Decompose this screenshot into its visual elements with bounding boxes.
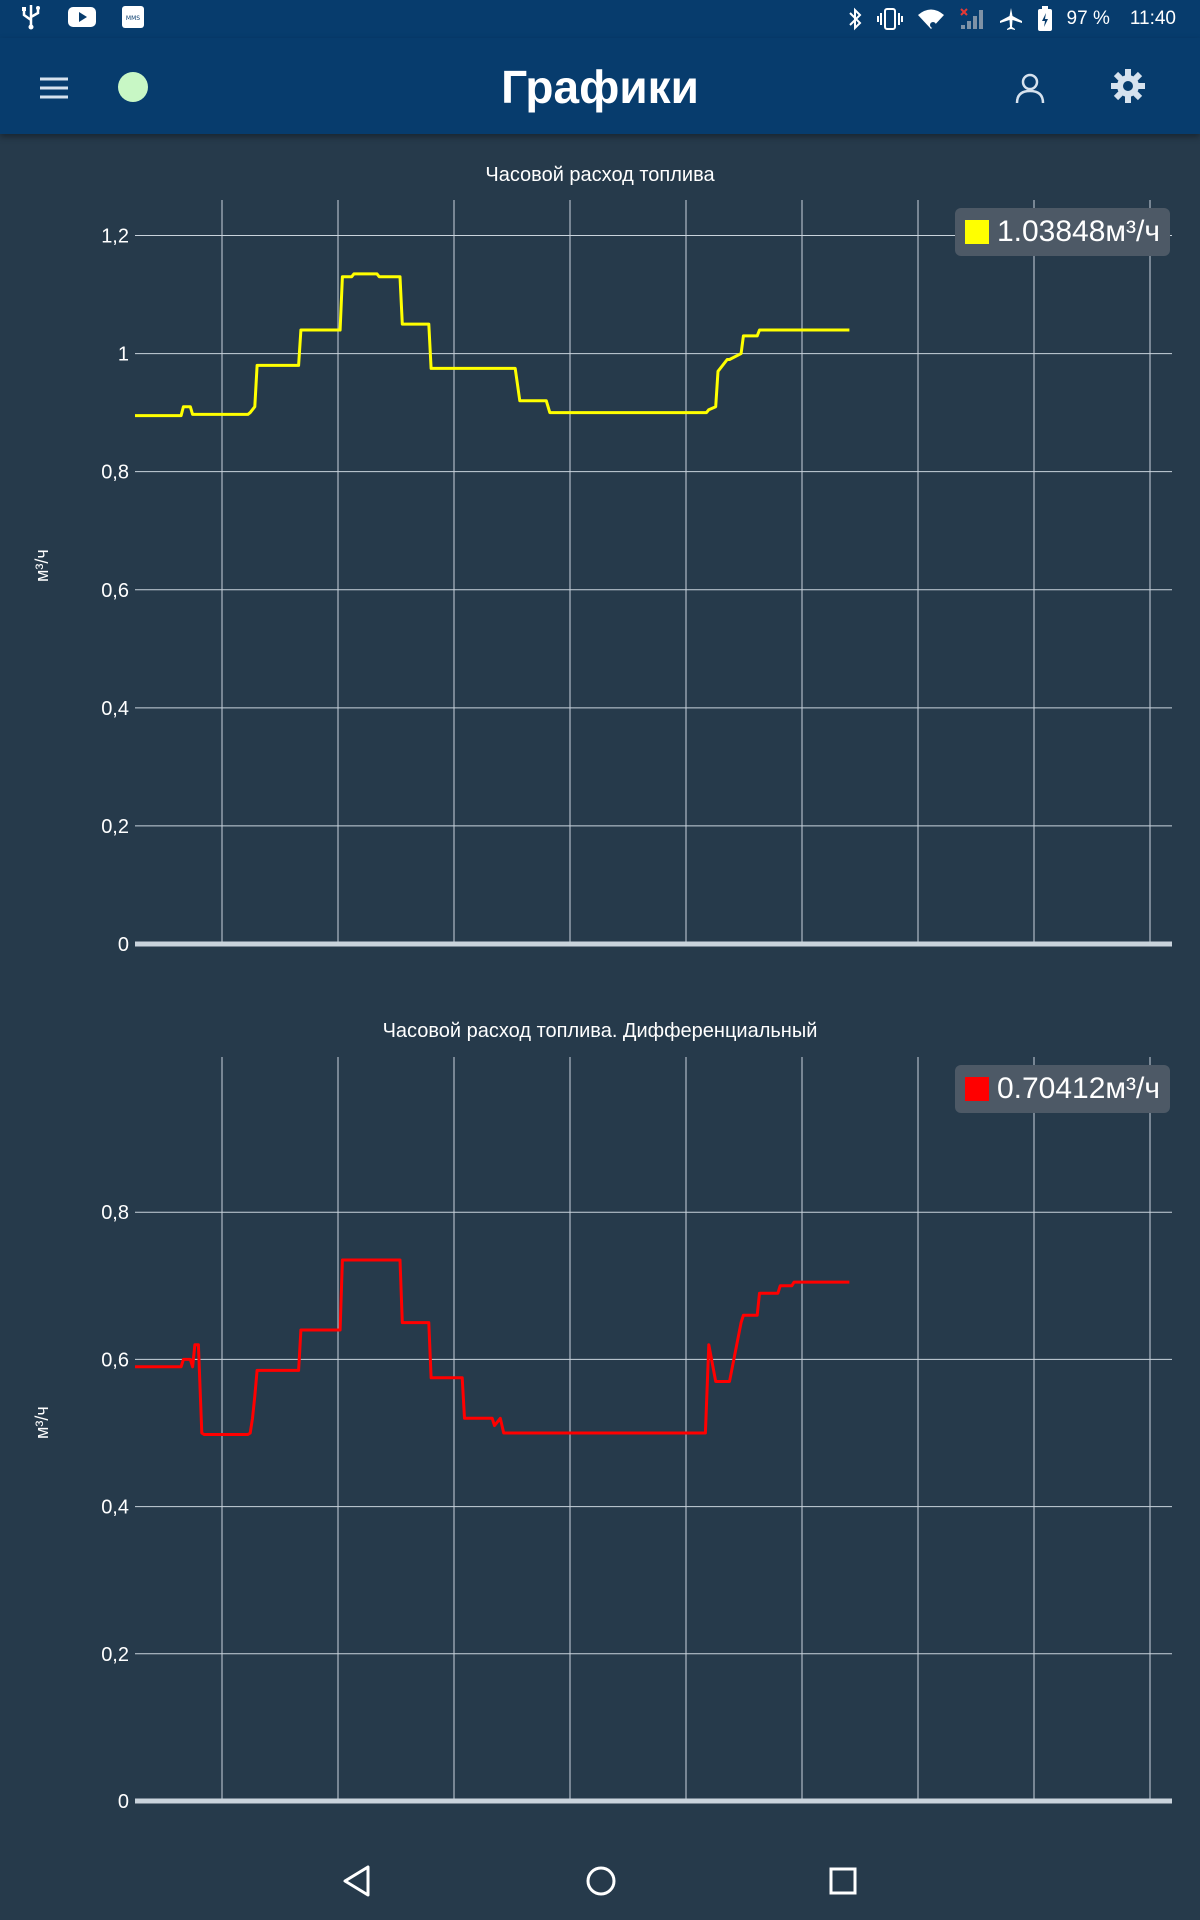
signal-icon [959, 8, 983, 29]
legend-swatch [964, 1077, 989, 1101]
svg-text:MMS: MMS [126, 15, 140, 22]
chart-legend: 0.70412м³/ч [954, 1065, 1170, 1113]
series-line [135, 1258, 850, 1436]
home-button[interactable] [576, 1856, 626, 1906]
recents-icon [829, 1867, 857, 1895]
chart-legend: 1.03848м³/ч [954, 208, 1170, 256]
y-tick-label: 0,8 [101, 462, 129, 484]
chart-title: Часовой расход топлива. Дифференциальный [382, 1020, 818, 1042]
usb-icon [22, 5, 40, 30]
page-title: Графики [501, 61, 699, 113]
status-bar: MMS 97 % 11:40 [0, 0, 1200, 38]
y-tick-label: 0,6 [101, 1349, 129, 1371]
bluetooth-icon [848, 7, 861, 31]
legend-value: 0.70412м³/ч [996, 1072, 1160, 1105]
y-tick-label: 1 [118, 344, 129, 366]
differential-fuel-consumption-chart: Часовой расход топлива. Дифференциальный… [0, 1007, 1200, 1817]
y-axis-label: м³/ч [32, 1406, 52, 1439]
back-button[interactable] [333, 1856, 383, 1906]
user-icon [1015, 73, 1045, 104]
battery-percent: 97 % [1066, 8, 1110, 29]
status-left-icons: MMS [20, 4, 144, 30]
y-tick-label: 0,2 [101, 816, 129, 838]
mms-icon: MMS [122, 6, 144, 28]
recents-button[interactable] [818, 1856, 868, 1906]
wifi-icon [917, 9, 944, 29]
clock: 11:40 [1129, 8, 1176, 29]
home-icon [586, 1866, 616, 1896]
gear-icon [1111, 69, 1145, 103]
legend-swatch [964, 220, 989, 244]
fuel-consumption-chart: Часовой расход топлива 0 0,2 0,4 0,6 0,8 1 1,2… [0, 150, 1200, 960]
y-tick-label: 0,6 [101, 580, 129, 602]
settings-button[interactable] [1108, 66, 1148, 106]
legend-value: 1.03848м³/ч [996, 215, 1160, 248]
chart-plot-area: 0 0,2 0,4 0,6 0,8 [101, 1057, 1172, 1813]
back-icon [343, 1865, 370, 1897]
system-nav-bar [0, 1840, 1200, 1920]
y-tick-label: 0,4 [101, 1497, 129, 1519]
chart-plot-area: 0 0,2 0,4 0,6 0,8 1 1,2 [101, 200, 1172, 956]
y-tick-label: 0,8 [101, 1202, 129, 1224]
user-button[interactable] [1010, 68, 1050, 108]
y-tick-label: 0,2 [101, 1644, 129, 1666]
menu-icon [40, 77, 68, 99]
series-line [135, 272, 850, 418]
y-tick-label: 0 [118, 934, 129, 956]
app-bar: Графики [0, 38, 1200, 134]
chart-title: Часовой расход топлива [485, 164, 715, 186]
vibrate-icon [876, 8, 903, 30]
y-tick-label: 1,2 [101, 226, 129, 248]
y-tick-label: 0 [118, 1791, 129, 1813]
airplane-icon [999, 8, 1022, 30]
y-axis-label: м³/ч [32, 549, 52, 582]
menu-button[interactable] [34, 68, 74, 108]
status-right-icons: 97 % 11:40 [847, 6, 1176, 32]
connection-status-indicator [118, 72, 148, 102]
battery-icon [1037, 6, 1052, 31]
youtube-icon [68, 7, 96, 27]
y-tick-label: 0,4 [101, 698, 129, 720]
